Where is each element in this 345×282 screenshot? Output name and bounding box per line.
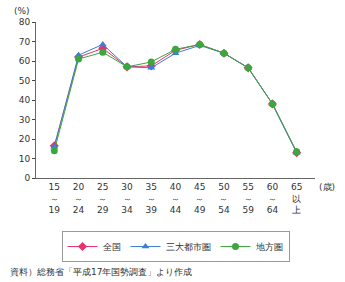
svg-text:地方圏: 地方圏 (255, 242, 283, 252)
svg-text:25～29: 25～29 (97, 182, 109, 215)
svg-text:65以上: 65以上 (291, 182, 302, 215)
svg-text:60: 60 (19, 56, 31, 66)
svg-text:40～44: 40～44 (170, 182, 182, 215)
svg-text:資料）総務省「平成17年国勢調査」より作成: 資料）総務省「平成17年国勢調査」より作成 (10, 267, 192, 277)
svg-text:35～39: 35～39 (146, 182, 158, 215)
svg-text:20: 20 (19, 134, 31, 144)
svg-text:(%): (%) (14, 6, 30, 16)
svg-text:50～54: 50～54 (218, 182, 230, 215)
svg-text:10: 10 (19, 154, 31, 164)
svg-text:(歳): (歳) (319, 182, 335, 192)
svg-text:全国: 全国 (103, 242, 121, 252)
svg-text:40: 40 (19, 95, 31, 105)
svg-text:50: 50 (19, 76, 31, 86)
svg-text:55～59: 55～59 (242, 182, 254, 215)
svg-text:15～19: 15～19 (49, 182, 61, 215)
svg-text:45～49: 45～49 (194, 182, 206, 215)
svg-text:30～34: 30～34 (121, 182, 133, 215)
svg-text:80: 80 (19, 17, 31, 27)
svg-text:70: 70 (19, 37, 31, 47)
svg-text:30: 30 (19, 115, 31, 125)
svg-text:0: 0 (24, 173, 30, 183)
svg-text:20～24: 20～24 (73, 182, 85, 215)
svg-text:三大都市圏: 三大都市圏 (166, 242, 211, 252)
svg-text:60～64: 60～64 (267, 182, 279, 215)
